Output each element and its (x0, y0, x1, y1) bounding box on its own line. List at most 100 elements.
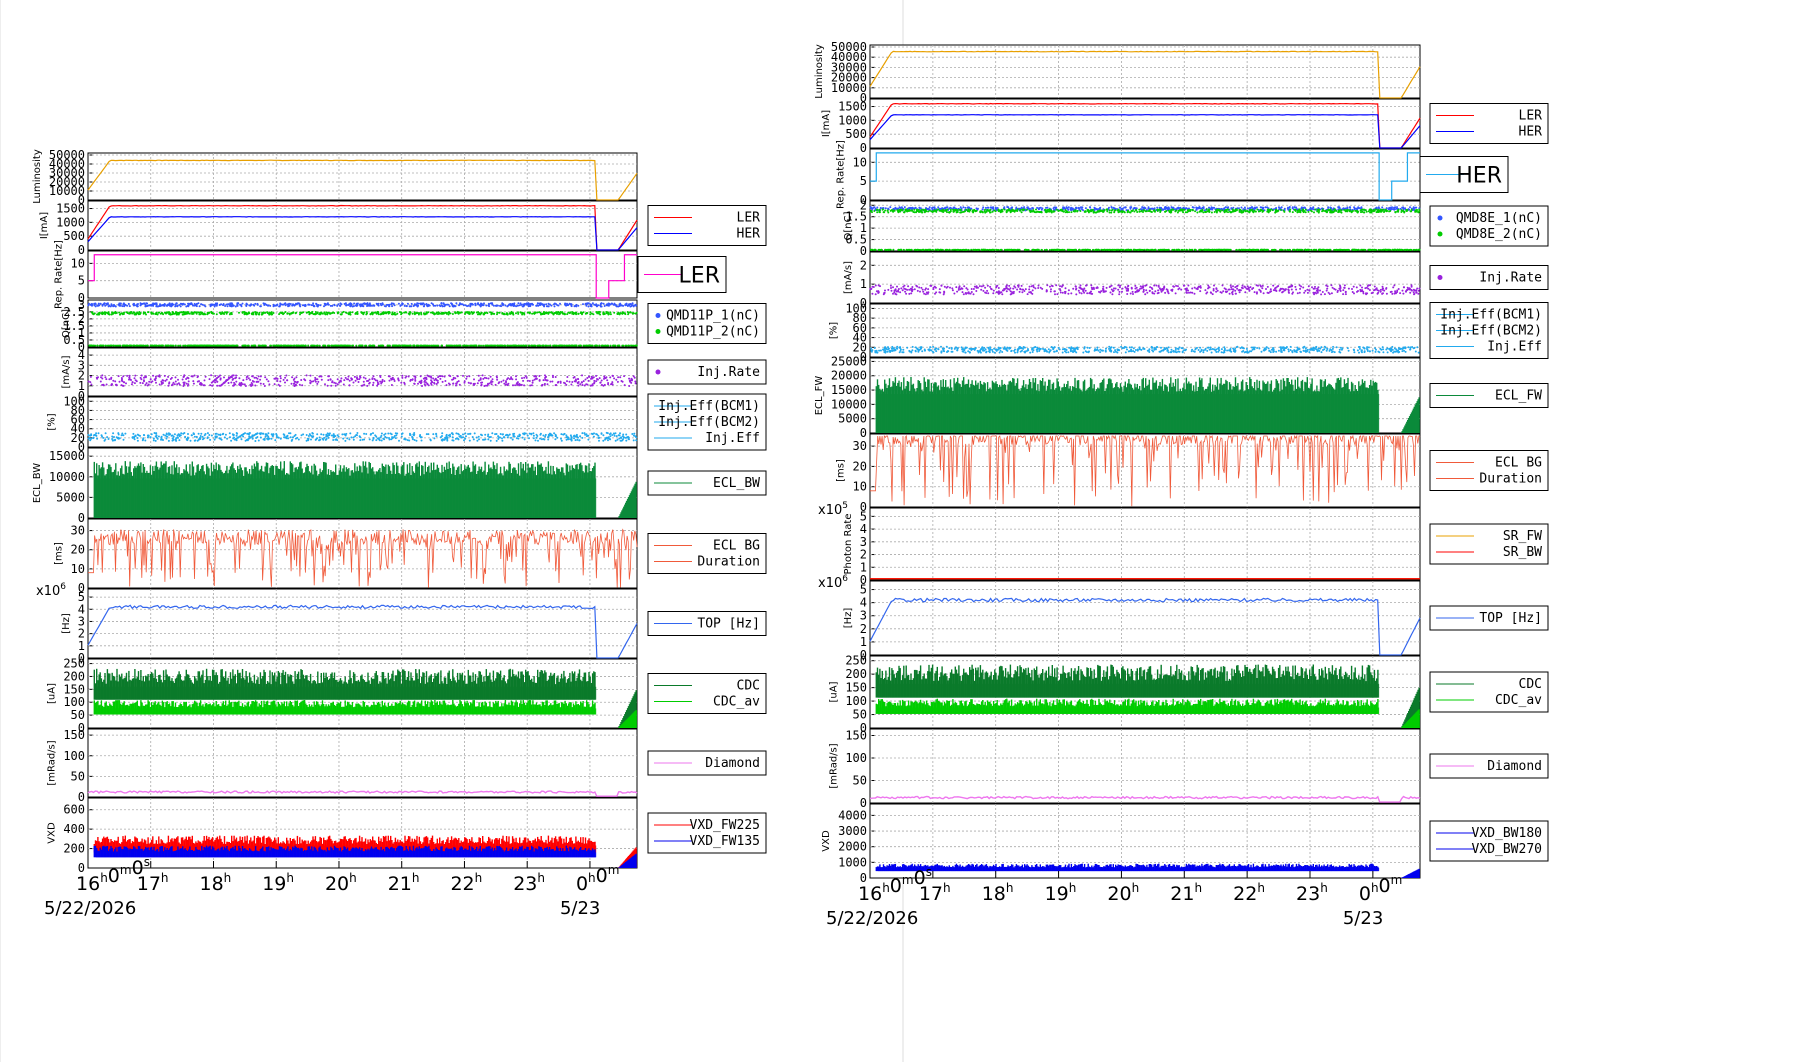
series-point (481, 381, 484, 384)
series-point (236, 344, 239, 347)
series-point (99, 302, 102, 305)
series-point (142, 437, 145, 440)
series-point (324, 383, 326, 386)
legend-label: Inj.Eff (705, 431, 760, 446)
series-point (258, 344, 261, 347)
series-point (437, 344, 440, 347)
series-point (393, 304, 396, 307)
series-point (189, 303, 192, 306)
series-point (611, 434, 614, 436)
series-point (329, 312, 332, 315)
series-point (565, 436, 568, 439)
series-point (168, 303, 171, 306)
series-point (236, 304, 239, 306)
series-point (400, 433, 403, 435)
y-axis-label: [mA/s] (61, 355, 72, 388)
series-point (114, 380, 117, 383)
panel-frame (87, 200, 638, 251)
series-point (420, 313, 423, 316)
series-point (350, 436, 353, 439)
series-point (316, 344, 319, 347)
series-point (501, 437, 503, 440)
legend-label: Inj.Rate (697, 365, 760, 380)
series-point (314, 311, 317, 313)
series-point (407, 375, 410, 378)
series-point (589, 344, 592, 347)
series-point (340, 303, 343, 306)
series-point (517, 302, 520, 305)
series-point (330, 384, 333, 387)
series-point (90, 434, 93, 437)
series-point (145, 302, 148, 305)
series-point (426, 382, 429, 385)
series-point (207, 312, 210, 315)
series-point (372, 344, 375, 347)
series-point (222, 312, 225, 315)
series-point (533, 375, 536, 378)
series-point (309, 374, 312, 377)
y-axis-label: I[mA] (39, 212, 50, 239)
series-point (439, 377, 442, 380)
series-point (596, 305, 598, 308)
series-point (452, 382, 455, 385)
series-point (327, 303, 330, 306)
series-point (254, 302, 257, 305)
series-point (240, 438, 243, 441)
series-point (427, 311, 430, 314)
series-point (535, 436, 538, 439)
series-point (600, 379, 603, 382)
series-point (602, 302, 605, 305)
series-point (154, 435, 157, 438)
series-point (313, 344, 316, 347)
series-point (284, 376, 287, 379)
series-point (380, 344, 383, 347)
y-exponent: x106 (36, 582, 66, 599)
series-point (366, 304, 369, 307)
series-point (137, 303, 139, 305)
series-point (435, 433, 438, 436)
series-point (399, 304, 402, 307)
series-point (580, 381, 583, 384)
series-point (192, 304, 194, 307)
series-point (604, 344, 607, 347)
series-point (442, 302, 445, 305)
series-point (377, 304, 380, 307)
series-point (590, 305, 593, 308)
series-point (170, 434, 173, 437)
series-point (128, 376, 131, 379)
series-point (616, 438, 619, 441)
series-point (413, 304, 416, 307)
series-point (136, 439, 139, 442)
series-point (106, 436, 109, 439)
series-point (231, 374, 234, 377)
series-point (547, 436, 549, 439)
series-point (141, 382, 144, 385)
series-point (526, 303, 529, 306)
series-point (627, 304, 630, 307)
series-point (189, 439, 192, 442)
series-point (315, 378, 318, 381)
series-point (599, 381, 602, 384)
series-point (130, 383, 133, 386)
series-point (166, 435, 169, 438)
series-point (314, 438, 317, 441)
series-point (423, 344, 426, 347)
series-point (324, 313, 327, 316)
series-point (581, 436, 584, 439)
series-point (105, 303, 108, 306)
y-tick-label: 50000 (49, 148, 85, 162)
series-point (464, 313, 466, 315)
series-point (101, 377, 104, 380)
series-point (155, 303, 158, 306)
series-point (352, 436, 355, 439)
series-point (521, 436, 524, 439)
series-point (187, 377, 190, 380)
series-point (320, 311, 323, 314)
series-point (114, 438, 117, 441)
series-point (234, 305, 237, 308)
series-point (140, 344, 143, 347)
series-group (87, 159, 638, 201)
series-point (158, 383, 161, 386)
series-point (453, 344, 456, 347)
